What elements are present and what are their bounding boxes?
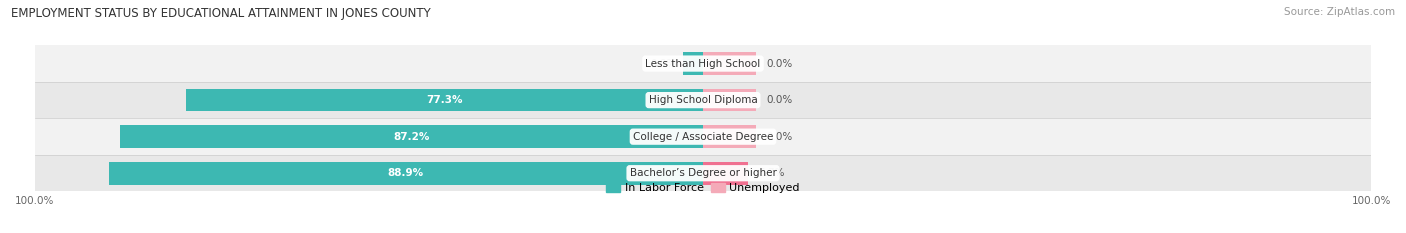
Text: 77.3%: 77.3%: [426, 95, 463, 105]
Text: 6.7%: 6.7%: [758, 168, 785, 178]
Bar: [108, 162, 703, 185]
Text: EMPLOYMENT STATUS BY EDUCATIONAL ATTAINMENT IN JONES COUNTY: EMPLOYMENT STATUS BY EDUCATIONAL ATTAINM…: [11, 7, 432, 20]
Bar: [35, 82, 1371, 118]
Bar: [187, 89, 703, 111]
Text: 0.0%: 0.0%: [766, 132, 793, 142]
Bar: [703, 52, 756, 75]
Bar: [35, 118, 1371, 155]
Bar: [121, 125, 703, 148]
Text: 0.0%: 0.0%: [766, 58, 793, 69]
Text: 0.0%: 0.0%: [650, 58, 676, 69]
Text: College / Associate Degree: College / Associate Degree: [633, 132, 773, 142]
Text: 87.2%: 87.2%: [394, 132, 430, 142]
Text: Less than High School: Less than High School: [645, 58, 761, 69]
Text: 0.0%: 0.0%: [766, 95, 793, 105]
Legend: In Labor Force, Unemployed: In Labor Force, Unemployed: [602, 178, 804, 198]
Text: 88.9%: 88.9%: [388, 168, 425, 178]
Text: Bachelor’s Degree or higher: Bachelor’s Degree or higher: [630, 168, 776, 178]
Text: High School Diploma: High School Diploma: [648, 95, 758, 105]
Bar: [703, 89, 756, 111]
Bar: [35, 155, 1371, 192]
Bar: [703, 162, 748, 185]
Text: Source: ZipAtlas.com: Source: ZipAtlas.com: [1284, 7, 1395, 17]
Bar: [683, 52, 703, 75]
Bar: [703, 125, 756, 148]
Bar: [35, 45, 1371, 82]
